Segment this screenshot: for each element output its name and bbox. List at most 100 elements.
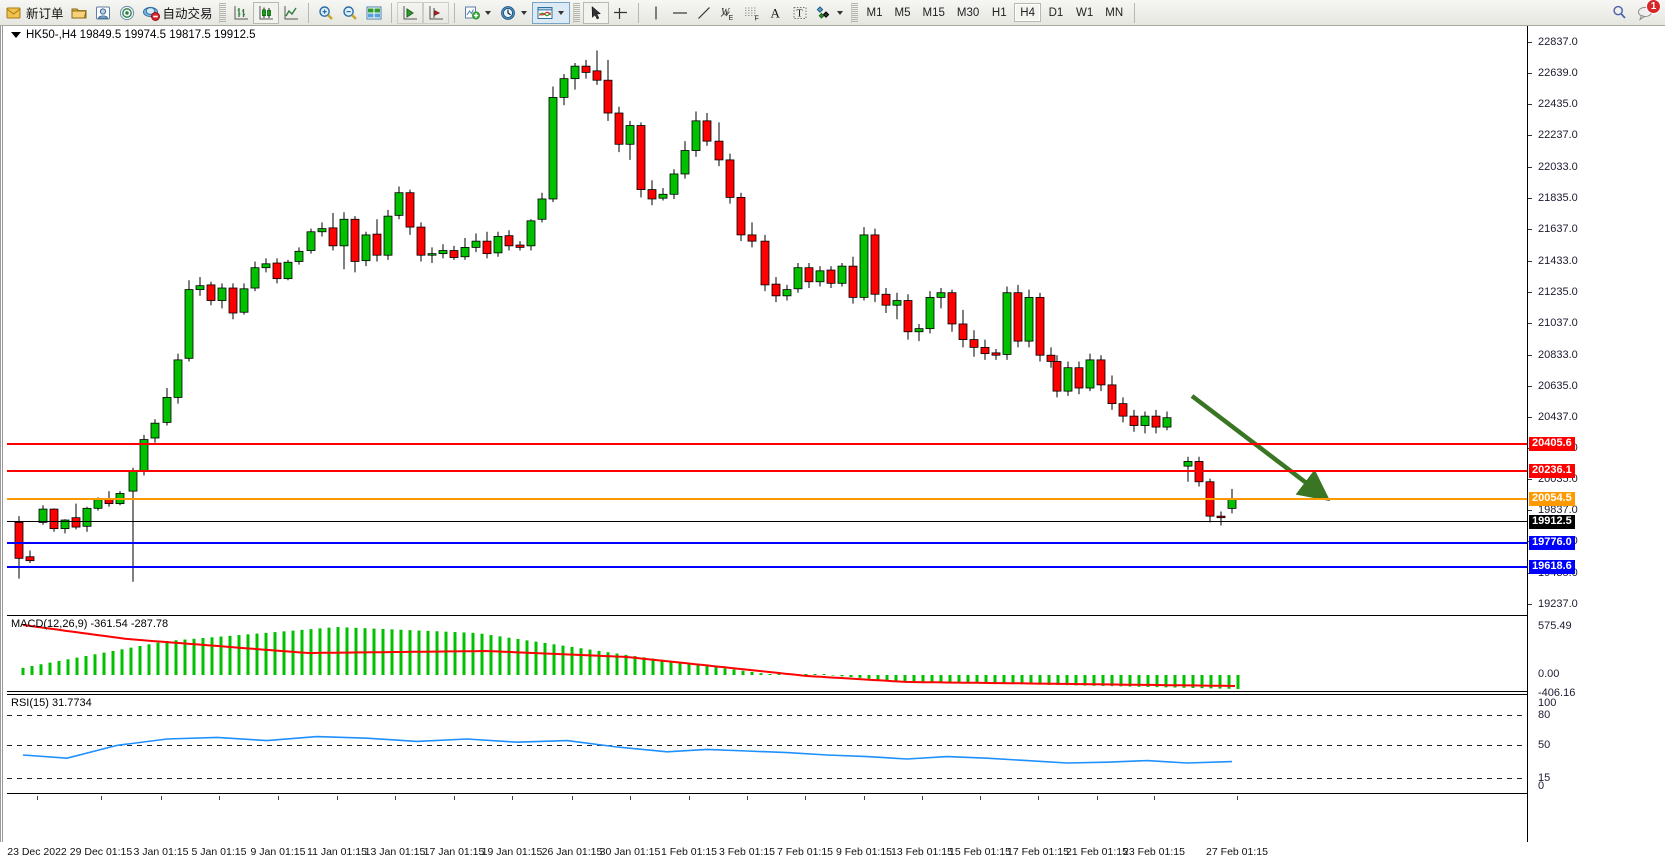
text-tool-button[interactable]: A [764,1,788,25]
folder-button[interactable] [67,1,91,25]
objects-button[interactable] [812,1,848,25]
elliott-tool-button[interactable]: W E [716,1,740,25]
time-tick-label: 23 Dec 2022 [7,846,67,858]
line-chart-icon [284,5,298,19]
candlestick-chart-button[interactable] [252,1,279,24]
shift-end-icon [429,5,443,19]
time-tick-label: 13 Jan 01:15 [364,846,426,858]
vline-tool-button[interactable] [644,1,668,25]
macd-pane[interactable]: MACD(12,26,9) -361.54 -287.78 [7,615,1527,692]
zoom-in-button[interactable] [314,1,338,25]
price-tick-label: 19837.0 [1538,504,1578,517]
auto-trading-button[interactable]: 自动交易 [139,1,216,25]
timeframe-m15[interactable]: M15 [922,6,945,19]
cursor-tool-button[interactable] [582,1,609,24]
price-tick-label: 21637.0 [1538,223,1578,236]
price-tick-label: 20437.0 [1538,410,1578,423]
rsi-tick-label: 15 [1538,772,1551,784]
new-order-label: 新订单 [26,7,64,21]
hline-tool-button[interactable] [668,1,692,25]
time-tick-label: 15 Feb 01:15 [949,846,1011,858]
auto-trading-icon [142,6,160,21]
signals-button[interactable] [115,1,139,25]
price-level-tag-last-price[interactable]: 19912.5 [1529,515,1575,529]
time-tick-label: 5 Jan 01:15 [191,846,247,858]
rsi-level-15 [7,778,1527,779]
symbol-header: HK50-,H4 19849.5 19974.5 19817.5 19912.5 [7,29,256,41]
indicators-button[interactable] [460,1,496,25]
chevron-down-icon[interactable] [520,10,527,15]
line-chart-button[interactable] [279,1,303,25]
toolbar-separator [218,2,226,23]
time-tick [864,796,865,800]
bar-chart-icon [234,5,248,19]
downtrend-arrow-annotation[interactable] [7,26,1527,613]
chevron-down-icon[interactable] [836,10,843,15]
time-tick [1097,796,1098,800]
timeframe-w1[interactable]: W1 [1075,6,1094,19]
time-tick [161,796,162,800]
auto-trading-label: 自动交易 [162,7,213,21]
timeframe-d1[interactable]: D1 [1048,6,1064,19]
time-tick [1237,796,1238,800]
period-icon [500,5,515,20]
time-tick-label: 9 Jan 01:15 [250,846,306,858]
price-tick-label: 21433.0 [1538,254,1578,267]
shift-end-button[interactable] [422,1,449,24]
macd-label: MACD(12,26,9) -361.54 -287.78 [11,618,169,630]
svg-text:W: W [721,7,731,18]
price-tick [1528,260,1532,262]
resistance-line-1 [7,443,1527,445]
notification-button[interactable]: 1 [1636,0,1661,23]
timeframe-m5[interactable]: M5 [894,6,911,19]
bar-chart-button[interactable] [229,1,253,25]
signals-icon [119,5,134,20]
time-tick-label: 19 Jan 01:15 [481,846,543,858]
chart-menu-arrow-icon[interactable] [11,32,21,38]
shift-start-button[interactable] [396,1,423,24]
price-level-tag-resistance-1[interactable]: 20405.6 [1529,437,1575,451]
time-tick-label: 26 Jan 01:15 [541,846,603,858]
templates-button[interactable] [531,1,570,24]
profile-button[interactable] [91,1,115,25]
price-axis[interactable]: 22837.0 22639.0 22435.0 22237.0 22033.0 21835… [1527,26,1665,842]
period-button[interactable] [496,1,532,25]
notification-badge: 1 [1646,0,1661,14]
time-tick [747,796,748,800]
tile-windows-icon [366,6,382,19]
time-tick-label: 30 Jan 01:15 [599,846,661,858]
time-axis[interactable]: 23 Dec 2022 29 Dec 01:15 3 Jan 01:15 5 Jan … [7,796,1527,858]
timeframe-h1[interactable]: H1 [991,6,1007,19]
fibo-tool-button[interactable]: F [740,1,764,25]
timeframe-m1[interactable]: M1 [866,6,883,19]
trendline-tool-button[interactable] [692,1,716,25]
time-tick [572,796,573,800]
label-tool-button[interactable]: T [788,1,812,25]
timeframe-h4[interactable]: H4 [1014,3,1041,22]
price-level-tag-support-2[interactable]: 19618.6 [1529,560,1575,574]
rsi-pane[interactable]: RSI(15) 31.7734 [7,694,1527,794]
rsi-level-50 [7,745,1527,746]
chevron-down-icon[interactable] [484,10,491,15]
chevron-down-icon[interactable] [557,10,564,15]
price-tick-label: 19237.0 [1538,598,1578,611]
zoom-out-button[interactable] [338,1,362,25]
search-icon[interactable] [1611,4,1628,21]
support-line-1 [7,542,1527,544]
price-level-tag-resistance-2[interactable]: 20236.1 [1529,464,1575,478]
price-tick-label: 21037.0 [1538,316,1578,329]
new-order-button[interactable]: 新订单 [2,1,67,25]
timeframe-m30[interactable]: M30 [956,6,980,19]
price-level-tag-support-1[interactable]: 19776.0 [1529,536,1575,550]
symbol-ohlc-text: HK50-,H4 19849.5 19974.5 19817.5 19912.5 [26,29,256,41]
tile-windows-button[interactable] [362,1,386,25]
rsi-level-80 [7,715,1527,716]
main-toolbar: 新订单 自动交易 [0,0,1665,26]
crosshair-tool-button[interactable] [609,1,633,25]
time-tick-label: 11 Jan 01:15 [307,846,367,858]
timeframe-mn[interactable]: MN [1105,6,1124,19]
price-tick [1528,479,1532,481]
price-tick-label: 22435.0 [1538,98,1578,111]
price-pane[interactable]: HK50-,H4 19849.5 19974.5 19817.5 19912.5 [7,26,1527,613]
price-level-tag-pivot[interactable]: 20054.5 [1529,492,1575,506]
